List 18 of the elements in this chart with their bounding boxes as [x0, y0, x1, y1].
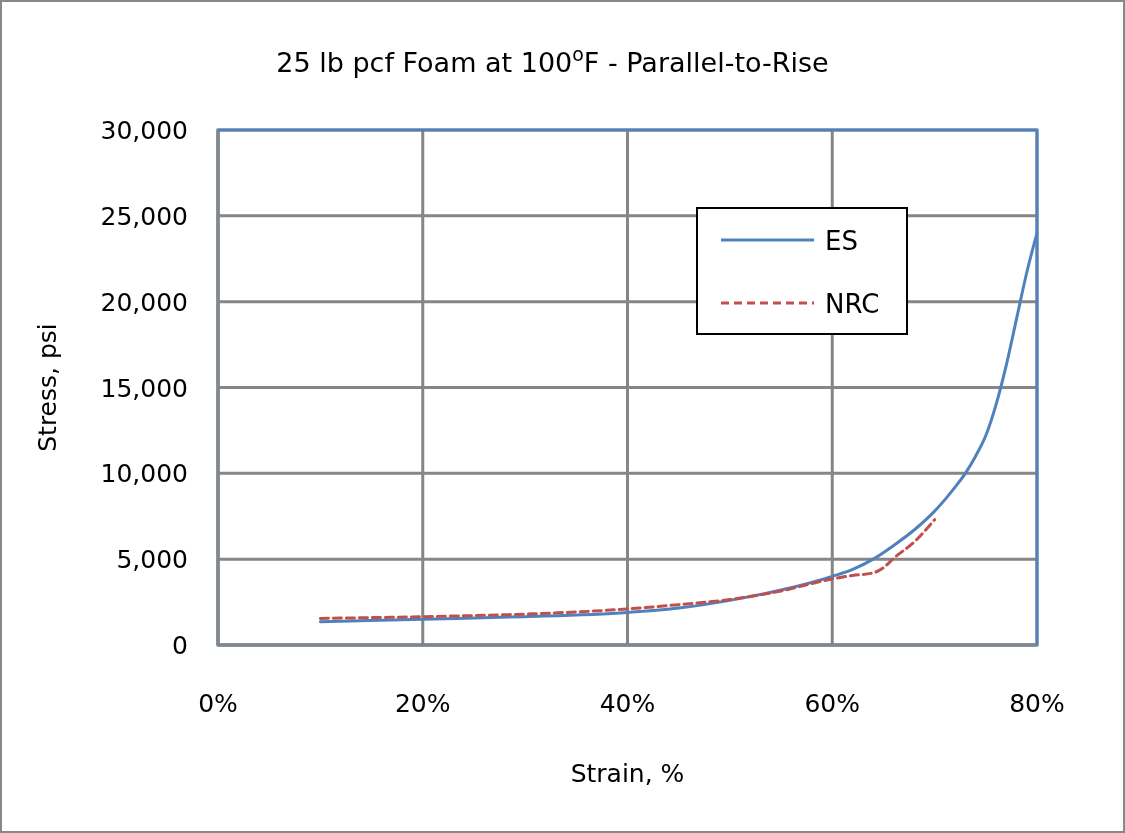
- legend-label: NRC: [825, 289, 880, 319]
- y-tick-label: 5,000: [116, 545, 188, 575]
- x-tick-label: 80%: [1009, 689, 1065, 718]
- y-axis-title: Stress, psi: [33, 323, 62, 452]
- x-axis-title: Strain, %: [570, 759, 685, 788]
- line-series: [318, 518, 937, 620]
- x-tick-label: 0%: [198, 689, 238, 718]
- y-tick-label: 15,000: [100, 373, 188, 403]
- x-tick-label: 20%: [394, 689, 451, 718]
- chart-title: 25 lb pcf Foam at 100$^{o}$F - Parallel-to-Rise: [276, 43, 829, 78]
- y-tick-label: 20,000: [100, 287, 188, 317]
- legend-label: ES: [825, 226, 858, 256]
- y-tick-label: 0: [172, 631, 188, 660]
- y-tick-label: 10,000: [100, 459, 188, 489]
- x-tick-label: 40%: [599, 689, 656, 718]
- y-tick-label: 25,000: [100, 201, 188, 231]
- x-tick-label: 60%: [804, 689, 861, 718]
- y-tick-label: 30,000: [100, 116, 188, 145]
